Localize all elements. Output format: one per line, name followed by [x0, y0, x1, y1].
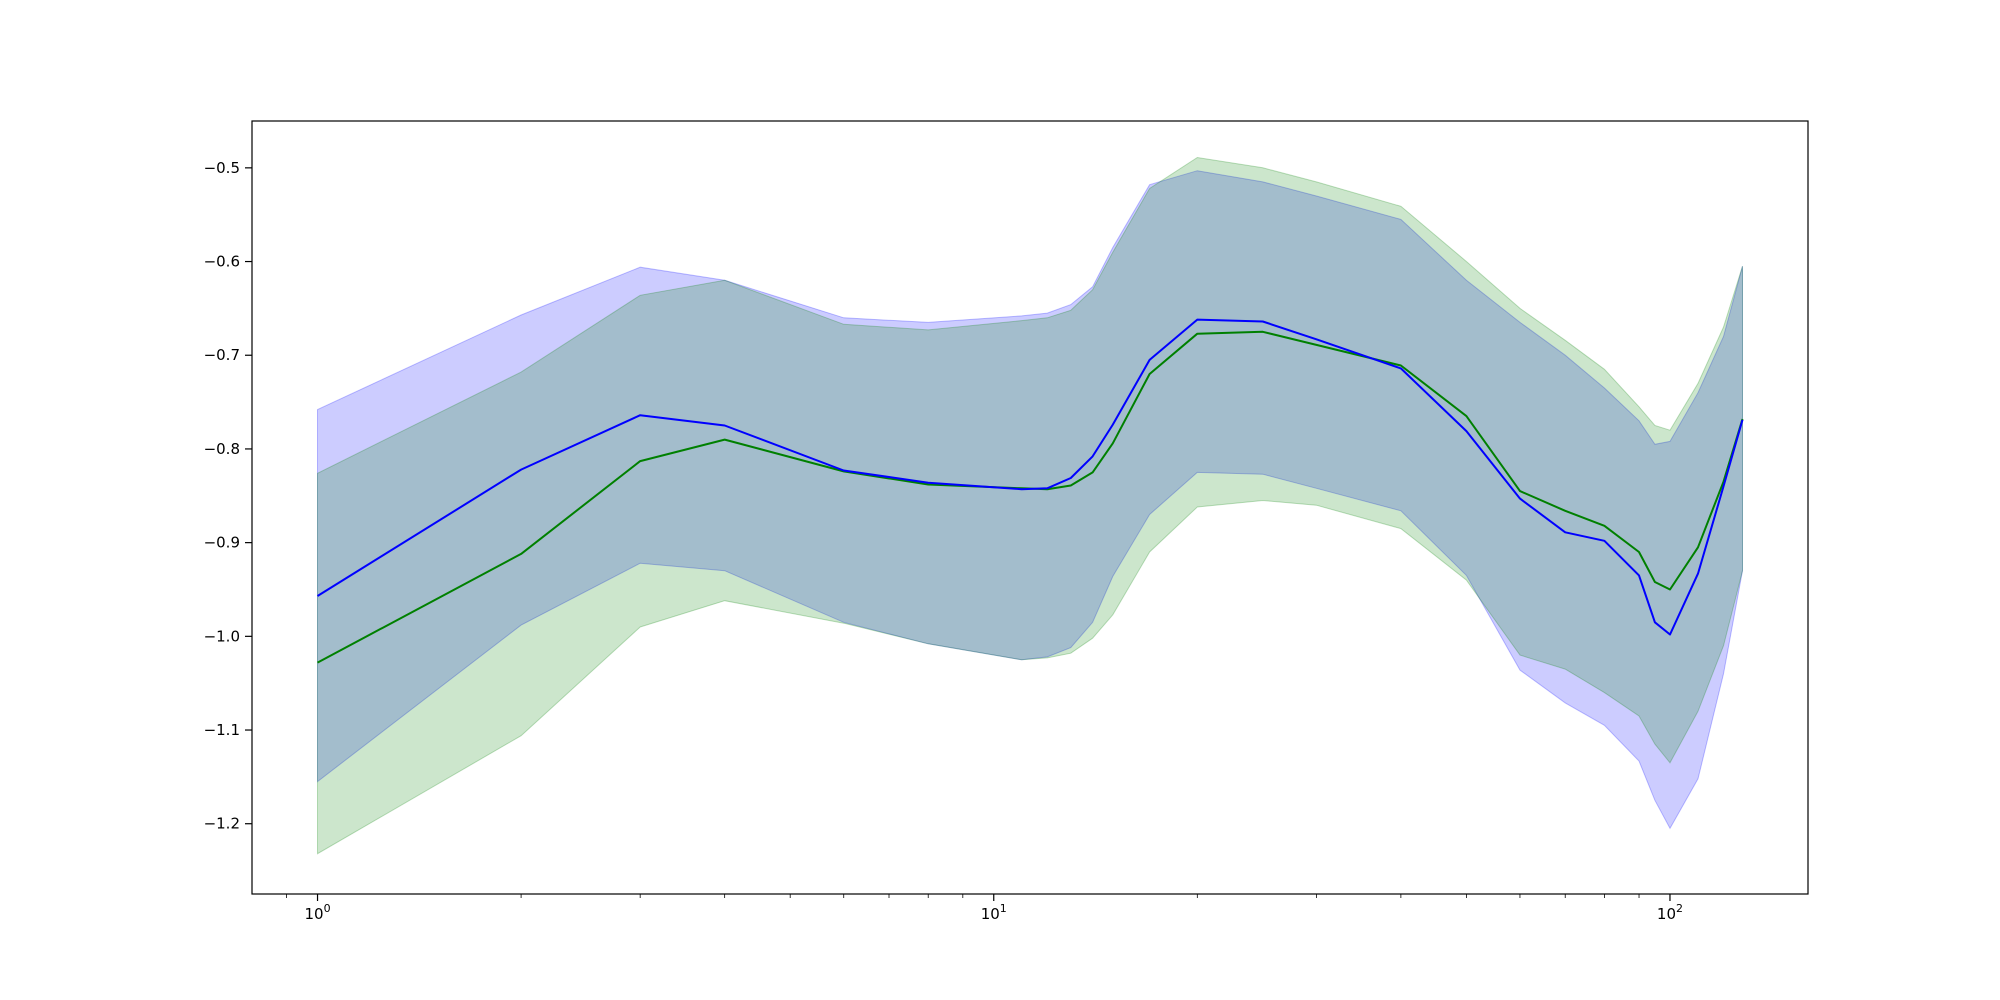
- series-1-line: [317, 330, 1744, 664]
- y-axis: −0.5 −0.6 −0.7 −0.8 −0.9 −1.0 −1.1 −1.2: [204, 159, 252, 833]
- x-tick-label-exponent: 2: [1676, 902, 1683, 915]
- x-tick-label-2: 102: [1657, 902, 1683, 923]
- y-tick-label-2: −0.7: [204, 346, 240, 364]
- y-tick-label-1: −0.6: [204, 253, 240, 271]
- series-0-band: [317, 170, 1743, 830]
- x-tick-label-exponent: 0: [324, 902, 331, 915]
- y-tick-label-5: −1.0: [204, 627, 240, 645]
- y-tick-label-4: −0.9: [204, 534, 240, 552]
- x-tick-label-0: 100: [304, 902, 330, 923]
- x-tick-label-base: 10: [1657, 905, 1676, 923]
- y-tick-label-7: −1.2: [204, 815, 240, 833]
- y-tick-label-3: −0.8: [204, 440, 240, 458]
- series-lines: [316, 318, 1744, 664]
- series-1-band: [317, 156, 1743, 855]
- x-axis: 100 101 102: [286, 894, 1683, 923]
- y-tick-label-0: −0.5: [204, 159, 240, 177]
- y-tick-label-6: −1.1: [204, 721, 240, 739]
- plot-frame: [251, 120, 1809, 895]
- x-tick-label-base: 10: [304, 905, 323, 923]
- x-tick-label-base: 10: [981, 905, 1000, 923]
- x-tick-label-1: 101: [981, 902, 1007, 923]
- series-0-line: [316, 318, 1744, 636]
- confidence-bands: [317, 156, 1743, 855]
- x-tick-label-exponent: 1: [1000, 902, 1007, 915]
